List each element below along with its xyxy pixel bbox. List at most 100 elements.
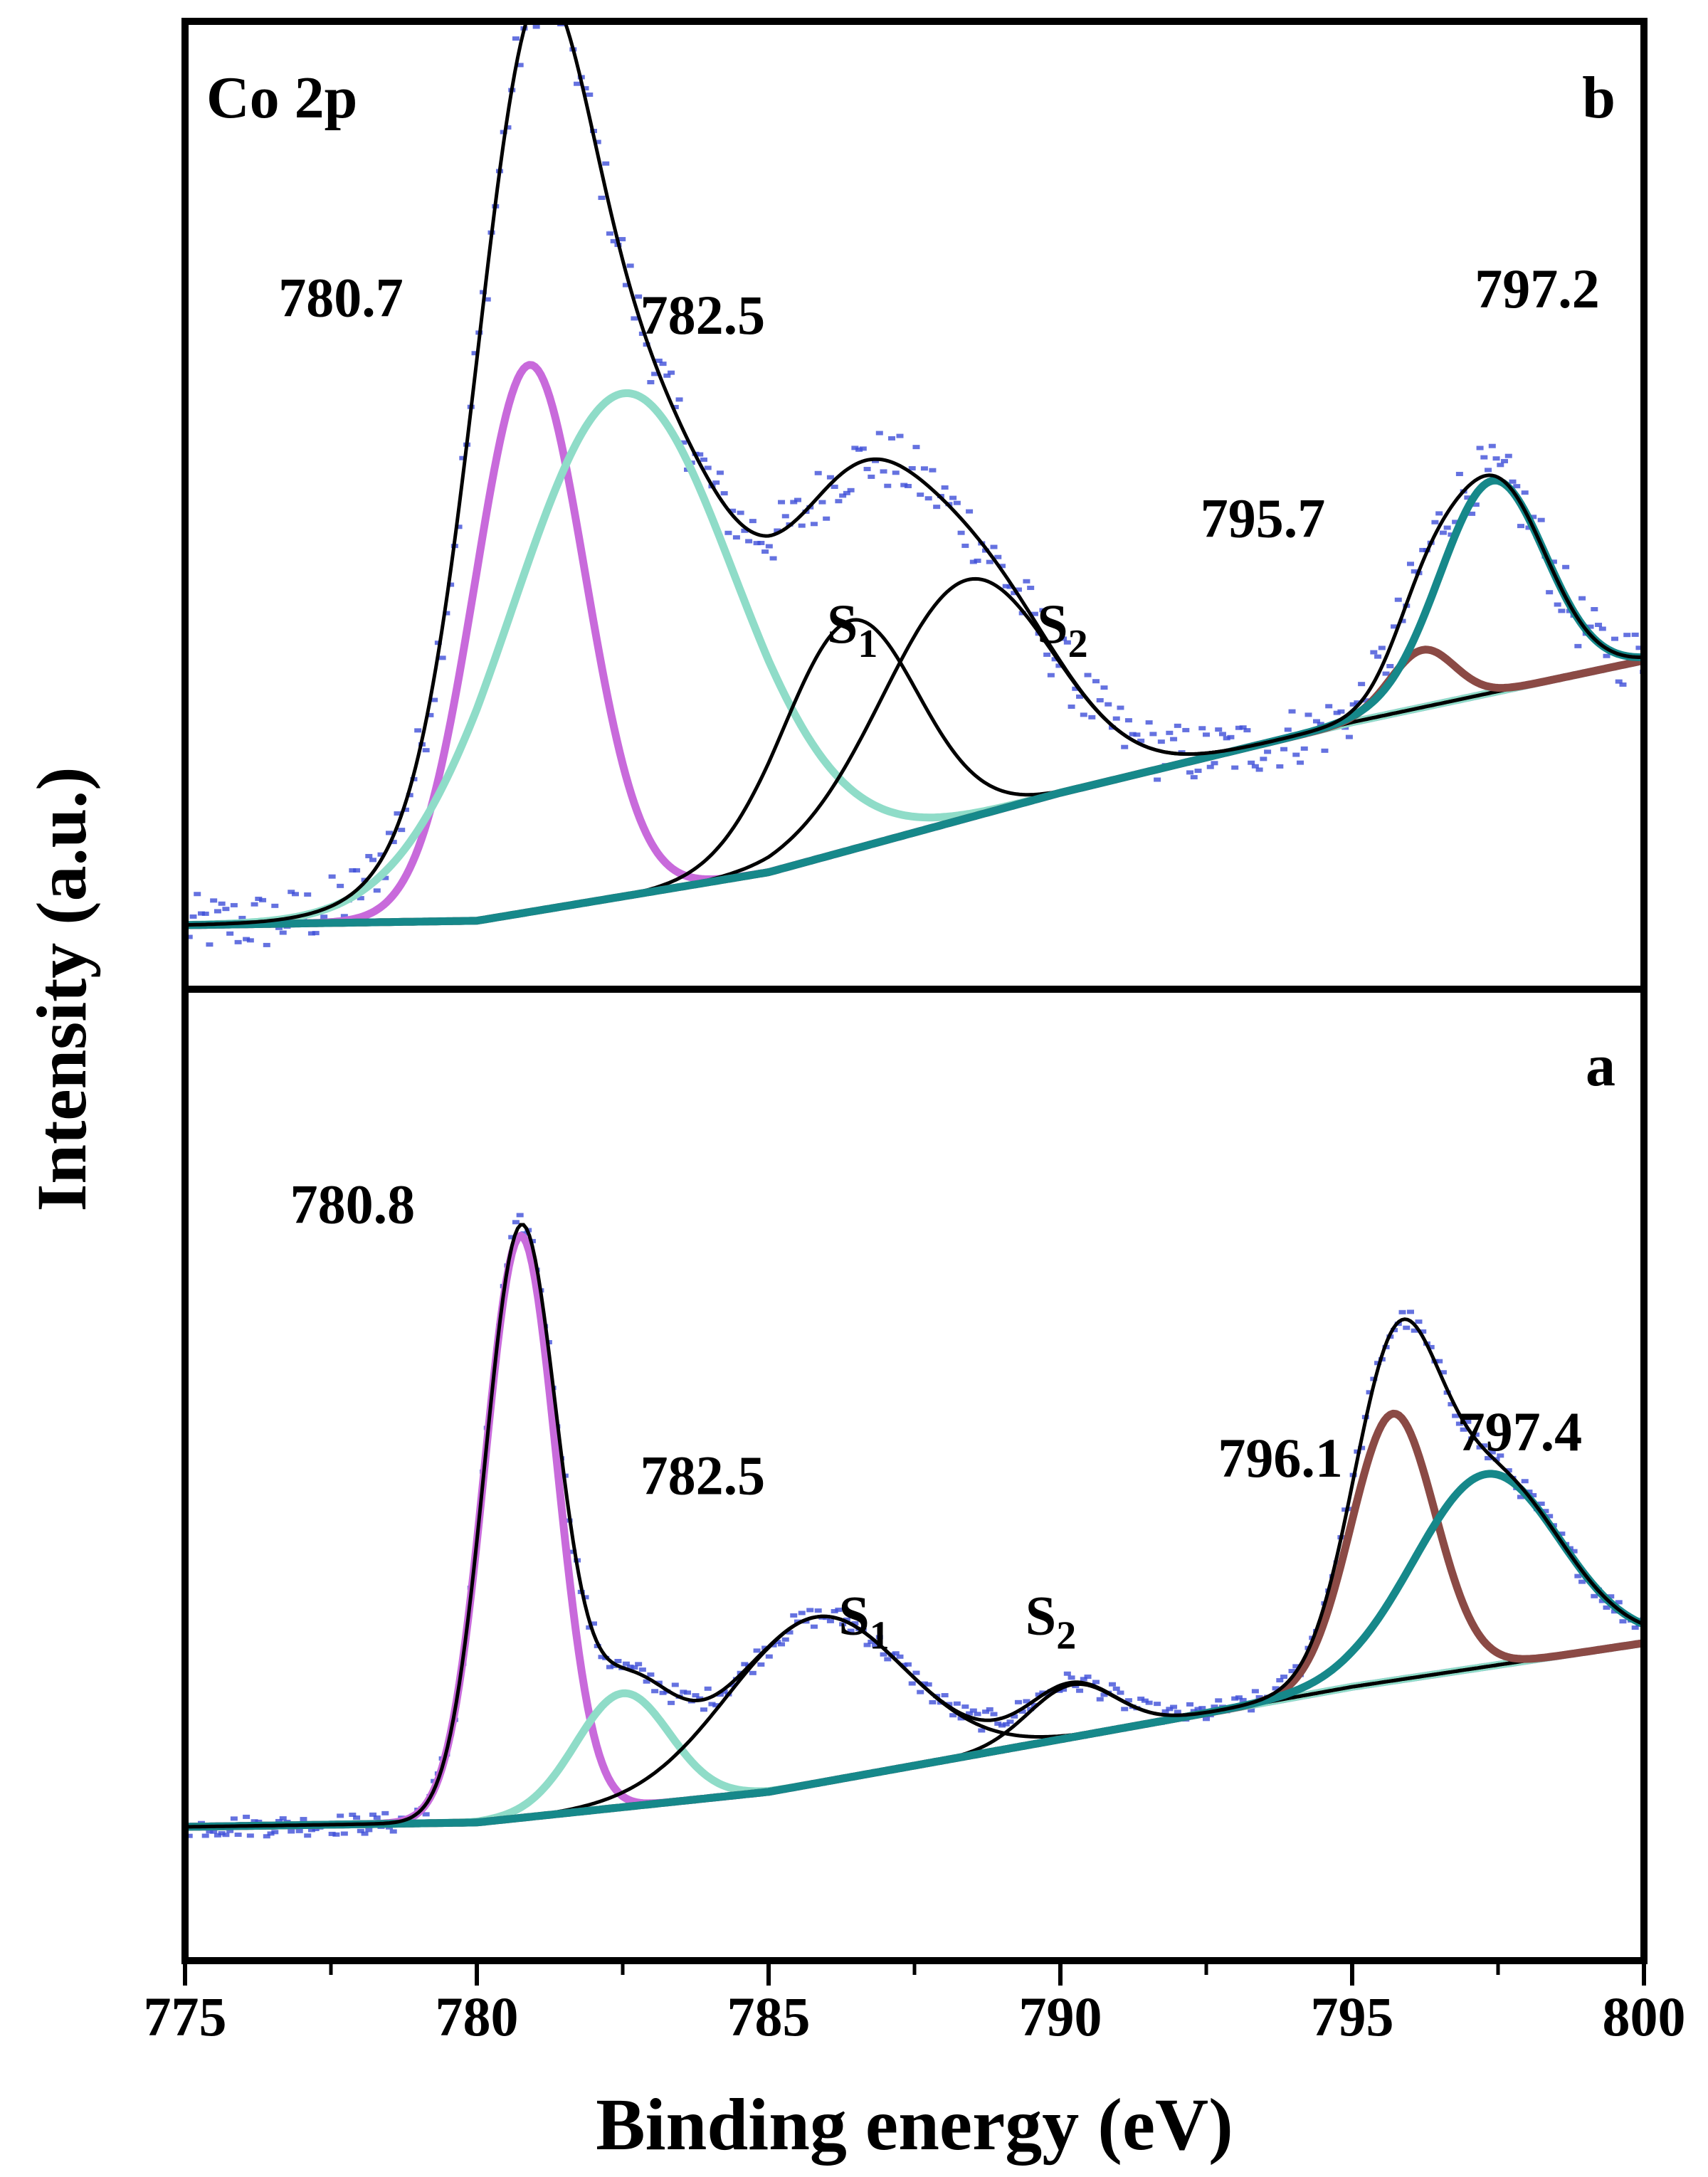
- data-point: [1023, 579, 1030, 584]
- data-point: [1398, 1309, 1406, 1314]
- data-point: [1068, 1675, 1075, 1680]
- data-point: [1235, 725, 1243, 730]
- data-point: [986, 559, 993, 564]
- data-point: [826, 1618, 834, 1623]
- peak-annotation-a-0: 780.8: [290, 1173, 415, 1235]
- data-point: [863, 467, 871, 472]
- data-point: [226, 931, 234, 936]
- data-point: [1190, 775, 1198, 780]
- data-point: [1255, 1694, 1263, 1699]
- data-point: [1011, 1714, 1018, 1719]
- data-point: [455, 525, 463, 529]
- data-point: [671, 404, 679, 409]
- data-point: [275, 1818, 283, 1823]
- data-point: [708, 1702, 716, 1707]
- data-point: [1194, 1707, 1202, 1712]
- data-point: [590, 1621, 597, 1626]
- data-point: [778, 500, 786, 505]
- data-point: [1537, 517, 1545, 522]
- data-point: [1141, 1698, 1149, 1703]
- data-point: [1055, 663, 1063, 668]
- data-point: [1251, 1689, 1259, 1694]
- data-point: [1076, 1688, 1084, 1693]
- data-point: [1231, 1696, 1239, 1701]
- data-point: [924, 1682, 932, 1687]
- data-point: [243, 1814, 251, 1819]
- data-point: [1211, 761, 1218, 766]
- data-point: [389, 840, 397, 845]
- x-tick-label: 790: [1019, 1986, 1102, 2047]
- data-point: [251, 1819, 258, 1824]
- data-point: [884, 1657, 892, 1662]
- data-point: [761, 549, 769, 554]
- data-point: [516, 1213, 524, 1218]
- data-point: [447, 582, 455, 587]
- data-point: [957, 1716, 965, 1721]
- data-point: [508, 1235, 516, 1240]
- data-point: [1211, 1704, 1218, 1709]
- data-point: [818, 500, 826, 505]
- data-point: [337, 883, 344, 888]
- data-point: [692, 1693, 700, 1698]
- data-point: [1011, 591, 1018, 596]
- data-point: [1497, 463, 1504, 468]
- data-point: [900, 1662, 908, 1667]
- data-point: [218, 901, 226, 906]
- data-point: [307, 1828, 315, 1833]
- raw-data-points-a: [185, 1213, 1644, 1839]
- data-point: [1394, 597, 1402, 602]
- data-point: [1218, 732, 1226, 737]
- data-point: [1529, 1493, 1537, 1498]
- data-point: [1407, 562, 1414, 566]
- data-point: [974, 1712, 981, 1717]
- data-point: [1096, 1697, 1104, 1702]
- panel-a: 780.8 782.5 S1 S2 796.1 797.4 a: [185, 1033, 1644, 1839]
- data-point: [790, 1613, 798, 1618]
- data-point: [647, 1672, 655, 1677]
- data-point: [304, 892, 312, 897]
- data-point: [230, 902, 238, 907]
- data-point: [843, 1617, 850, 1622]
- data-point: [655, 1680, 663, 1685]
- data-point: [929, 1699, 937, 1704]
- data-point: [1060, 636, 1068, 641]
- data-point: [1411, 569, 1418, 574]
- data-point: [945, 1702, 953, 1707]
- data-point: [606, 231, 613, 236]
- data-point: [312, 931, 320, 936]
- data-point: [610, 238, 618, 243]
- data-point: [1235, 1695, 1243, 1700]
- component-co2_2p32-a-1: [185, 1639, 1644, 1831]
- data-point: [1117, 705, 1124, 710]
- data-point: [920, 1681, 928, 1686]
- data-point: [1154, 1702, 1161, 1707]
- data-point: [798, 523, 806, 528]
- data-point: [1215, 1698, 1223, 1703]
- data-point: [720, 491, 728, 496]
- data-point: [189, 914, 197, 919]
- data-point: [855, 447, 863, 452]
- data-point: [781, 514, 789, 519]
- data-point: [880, 469, 887, 474]
- data-point: [1137, 1696, 1145, 1701]
- data-point: [206, 942, 214, 947]
- data-point: [586, 93, 594, 97]
- data-point: [1198, 1706, 1206, 1711]
- data-point: [847, 1628, 855, 1633]
- data-point: [924, 496, 932, 501]
- data-point: [631, 316, 638, 321]
- data-point: [994, 554, 1002, 559]
- data-point: [1374, 654, 1382, 659]
- data-point: [765, 1654, 773, 1659]
- data-point: [700, 457, 707, 462]
- data-point: [892, 1651, 900, 1656]
- x-tick-label: 795: [1311, 1986, 1394, 2047]
- data-point: [1231, 765, 1239, 770]
- data-point: [1570, 1549, 1578, 1554]
- data-point: [438, 655, 446, 660]
- data-point: [994, 1721, 1002, 1726]
- data-point: [1100, 685, 1108, 690]
- data-point: [1206, 764, 1214, 769]
- data-point: [422, 748, 430, 753]
- data-point: [1407, 1309, 1414, 1314]
